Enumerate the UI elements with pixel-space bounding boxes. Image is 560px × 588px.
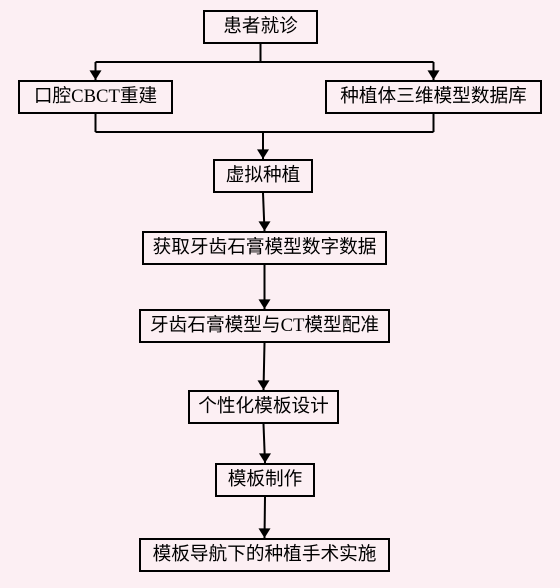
flowchart-node-n6: 牙齿石膏模型与CT模型配准 xyxy=(139,309,390,343)
flowchart-node-n1: 患者就诊 xyxy=(203,10,318,44)
flowchart-node-n3: 种植体三维模型数据库 xyxy=(325,80,542,114)
flowchart-node-n7: 个性化模板设计 xyxy=(188,390,339,424)
flowchart-node-n9: 模板导航下的种植手术实施 xyxy=(139,538,390,572)
flowchart-node-n5: 获取牙齿石膏模型数字数据 xyxy=(142,231,387,265)
flowchart-node-n2: 口腔CBCT重建 xyxy=(18,80,173,114)
flowchart-node-n8: 模板制作 xyxy=(215,463,315,497)
flowchart-node-n4: 虚拟种植 xyxy=(213,159,313,193)
